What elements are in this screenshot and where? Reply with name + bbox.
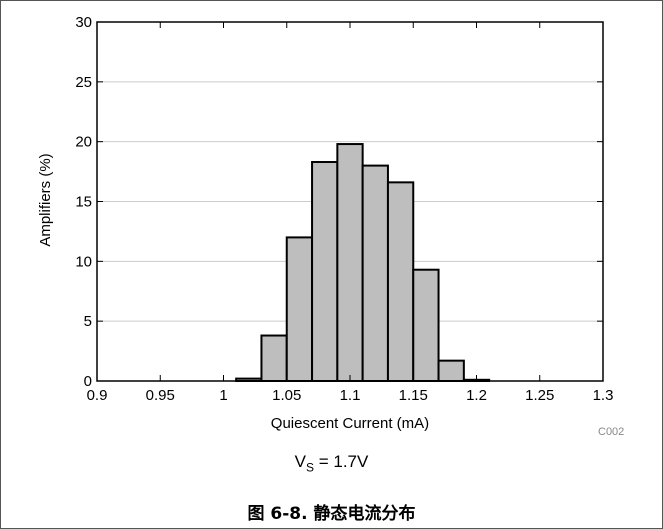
histogram-bar bbox=[260, 334, 288, 383]
x-tick-label: 1.1 bbox=[340, 387, 361, 404]
histogram-bar bbox=[437, 359, 465, 383]
y-tick-label: 20 bbox=[75, 134, 92, 151]
histogram-bar bbox=[336, 143, 364, 382]
y-tick-label: 10 bbox=[75, 253, 92, 270]
x-tick-label: 1.05 bbox=[272, 387, 301, 404]
y-tick-label: 30 bbox=[75, 14, 92, 31]
plot-border bbox=[96, 21, 604, 382]
x-tick-label: 0.95 bbox=[146, 387, 175, 404]
y-tick-label: 0 bbox=[84, 373, 92, 390]
histogram-bar bbox=[361, 164, 389, 382]
y-axis-label: Amplifiers (%) bbox=[37, 153, 54, 246]
condition-suffix: = 1.7V bbox=[314, 452, 369, 471]
condition-prefix: V bbox=[294, 452, 306, 471]
y-tick-labels: 0 5 10 15 20 25 30 bbox=[75, 14, 92, 390]
histogram-bar bbox=[311, 161, 339, 382]
x-tick-label: 1 bbox=[219, 387, 227, 404]
condition-subscript: S bbox=[305, 460, 314, 475]
x-tick-labels: 0.9 0.95 1 1.05 1.1 1.15 1.2 1.25 1.3 bbox=[87, 387, 614, 404]
histogram-bar bbox=[285, 236, 314, 382]
x-tick-label: 1.25 bbox=[525, 387, 554, 404]
x-tick-label: 0.9 bbox=[87, 387, 108, 404]
test-condition: VS = 1.7V bbox=[0, 452, 663, 474]
y-tick-label: 15 bbox=[75, 194, 92, 211]
x-tick-label: 1.15 bbox=[399, 387, 428, 404]
x-tick-label: 1.2 bbox=[466, 387, 487, 404]
histogram-bars bbox=[235, 143, 491, 383]
y-tick-label: 25 bbox=[75, 74, 92, 91]
x-tick-label: 1.3 bbox=[593, 387, 614, 404]
histogram-bar bbox=[412, 268, 440, 382]
histogram-bar bbox=[386, 181, 415, 382]
axes bbox=[96, 21, 604, 382]
y-tick-label: 5 bbox=[84, 313, 92, 330]
figure-caption: 图 6-8. 静态电流分布 bbox=[247, 504, 416, 524]
histogram-chart: 0.9 0.95 1 1.05 1.1 1.15 1.2 1.25 1.3 0 5 10 15 20 25… bbox=[37, 14, 614, 432]
figure-code: C002 bbox=[598, 426, 625, 438]
x-axis-label: Quiescent Current (mA) bbox=[271, 415, 429, 432]
